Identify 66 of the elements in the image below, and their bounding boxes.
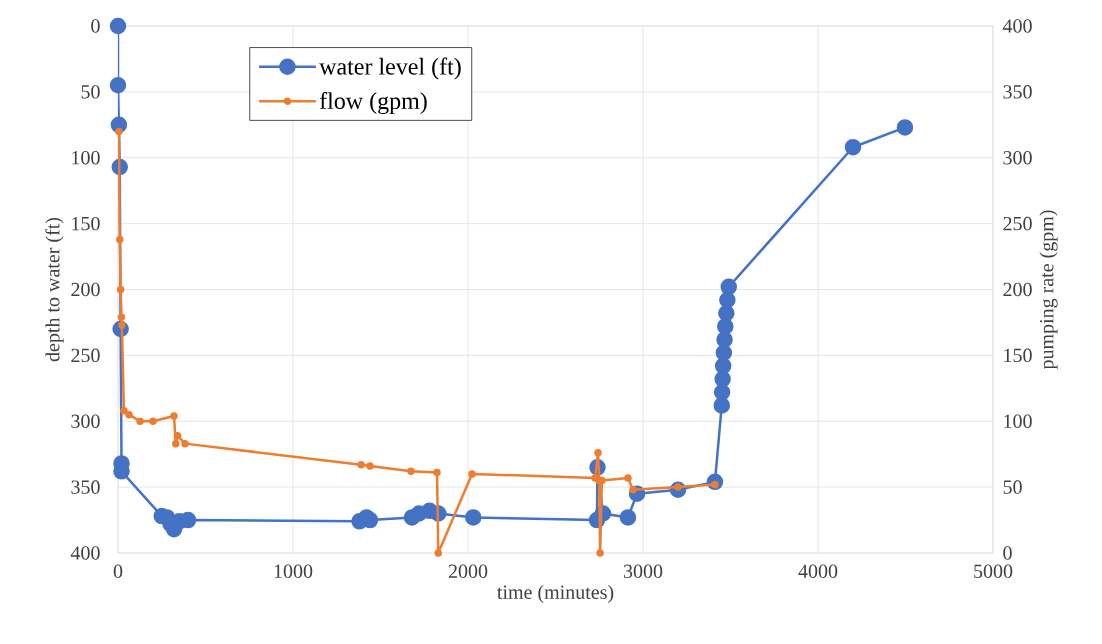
y2-axis-title: pumping rate (gpm) [1039,210,1058,370]
point [116,235,124,244]
point [596,549,604,557]
y2-tick-label: 50 [1003,480,1022,494]
point [172,439,180,448]
point [173,431,182,440]
point [407,467,415,476]
point [181,439,189,448]
x-tick-label: 4000 [798,564,838,579]
point [136,417,144,425]
x-tick-label: 3000 [623,564,663,579]
point [717,318,734,335]
point [714,370,731,388]
point [357,460,365,469]
y-axis-title: depth to water (ft) [45,217,64,362]
point [619,509,637,526]
y2-tick-label: 400 [1002,19,1032,33]
point [719,291,736,309]
point [366,462,374,470]
y2-tick-label: 150 [1004,348,1032,363]
y-tick-label: 0 [91,19,100,33]
y-tick-label: 250 [71,348,100,363]
legend-label: flow (gpm) [319,91,427,115]
point [125,410,133,419]
y-tick-label: 350 [71,480,100,494]
point [433,468,441,477]
point [713,384,731,401]
point [109,17,127,35]
point [716,331,733,348]
y-tick-label: 50 [81,85,100,99]
y-tick-label: 150 [72,216,100,231]
y-tick-label: 200 [71,282,100,297]
point [594,449,602,457]
point [715,344,733,361]
point [116,285,125,294]
x-axis-title: time (minutes) [497,584,614,604]
point [624,474,632,482]
point [714,357,732,375]
point [434,549,443,557]
y-tick-label: 400 [70,546,100,560]
y-tick-label: 300 [71,414,100,428]
x-tick-label: 1000 [274,564,313,579]
x-tick-label: 2000 [448,564,488,579]
y2-tick-label: 300 [1003,150,1032,165]
y2-tick-label: 100 [1004,414,1032,428]
y-tick-label: 100 [72,151,100,165]
y2-tick-label: 0 [1003,546,1012,560]
point [170,412,178,420]
y2-tick-label: 250 [1003,216,1032,231]
point [591,474,599,482]
y2-tick-label: 350 [1003,85,1032,99]
point [465,509,482,526]
point [468,470,476,478]
y2-tick-label: 200 [1003,282,1032,297]
point [149,417,157,425]
legend-label: water level (ft) [319,57,461,80]
point [115,127,123,136]
point [844,138,862,156]
x-tick-label: 0 [113,564,123,579]
x-tick-label: 5000 [974,564,1013,579]
point [720,278,738,296]
point [117,313,126,321]
point [109,77,127,94]
point [120,406,128,415]
point [896,119,914,136]
point [713,397,731,414]
